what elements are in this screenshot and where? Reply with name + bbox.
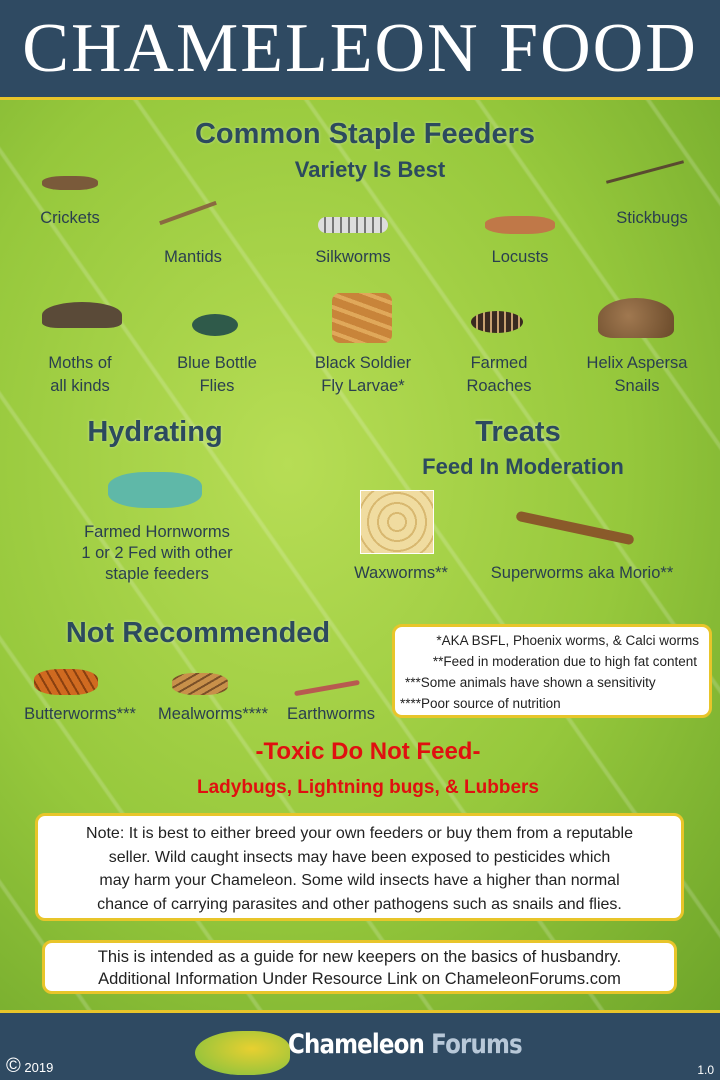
label-earthworms: Earthworms: [286, 705, 376, 723]
toxic-list: Ladybugs, Lightning bugs, & Lubbers: [197, 777, 539, 798]
hydrating-heading: Hydrating: [87, 416, 223, 448]
label-roaches: Farmed Roaches: [466, 354, 532, 395]
not-recommended-heading: Not Recommended: [65, 617, 331, 649]
version: 1.0: [697, 1063, 714, 1077]
cricket-image: [42, 176, 98, 190]
moth-image: [42, 302, 122, 328]
blue-bottle-fly-image: [192, 314, 238, 336]
waxworm-image: [360, 490, 434, 554]
chameleon-logo-icon: [195, 1031, 290, 1075]
label-mealworms: Mealworms****: [157, 705, 269, 723]
footnote-4: ****Poor source of nutrition: [400, 696, 561, 711]
treats-heading: Treats: [475, 416, 561, 448]
staple-heading: Common Staple Feeders: [194, 118, 536, 150]
butterworm-image: [34, 669, 98, 695]
note-line: may harm your Chameleon. Some wild insec…: [99, 872, 620, 889]
bsfl-image: [332, 293, 392, 343]
label-butterworms: Butterworms***: [24, 705, 136, 723]
note-line: chance of carrying parasites and other p…: [97, 895, 622, 913]
label-mantids: Mantids: [164, 248, 222, 266]
label-bsfl: Black Soldier Fly Larvae*: [314, 354, 412, 395]
footer: © 2019 Chameleon Forums 1.0: [0, 1010, 720, 1080]
label-superworms: Superworms aka Morio**: [490, 564, 674, 582]
toxic-heading: -Toxic Do Not Feed-: [255, 738, 481, 765]
label-silkworms: Silkworms: [315, 248, 391, 266]
label-crickets: Crickets: [40, 209, 100, 227]
label-blue-bottle-flies: Blue Bottle Flies: [177, 354, 257, 395]
footnote-1: *AKA BSFL, Phoenix worms, & Calci worms: [436, 633, 699, 648]
logo-text: Chameleon Forums: [288, 1029, 523, 1060]
locust-image: [485, 216, 555, 234]
hornworm-image: [108, 472, 202, 508]
footnotes-box: *AKA BSFL, Phoenix worms, & Calci worms …: [392, 624, 712, 718]
roach-image: [471, 311, 523, 333]
mealworm-image: [172, 673, 228, 695]
note-box: Note: It is best to either breed your ow…: [35, 813, 684, 921]
silkworm-image: [318, 217, 388, 233]
snail-image: [598, 298, 674, 338]
guide-line: This is intended as a guide for new keep…: [97, 948, 622, 966]
treats-subheading: Feed In Moderation: [422, 454, 624, 479]
guide-box: This is intended as a guide for new keep…: [42, 940, 677, 994]
copyright: © 2019: [6, 1055, 54, 1077]
note-line: seller. Wild caught insects may have bee…: [108, 848, 611, 866]
footnote-3: ***Some animals have shown a sensitivity: [405, 675, 656, 690]
label-stickbugs: Stickbugs: [616, 209, 688, 227]
note-line: Note: It is best to either breed your ow…: [86, 825, 633, 842]
guide-line: Additional Information Under Resource Li…: [98, 970, 621, 988]
label-snails: Helix Aspersa Snails: [586, 354, 688, 395]
label-waxworms: Waxworms**: [354, 564, 448, 582]
label-moths: Moths of all kinds: [48, 354, 112, 395]
hydrating-text: Farmed Hornworms 1 or 2 Fed with other sta…: [81, 523, 233, 583]
header: Chameleon Food: [0, 0, 720, 100]
footnote-2: **Feed in moderation due to high fat con…: [432, 654, 697, 669]
label-locusts: Locusts: [491, 248, 549, 266]
page-title: Chameleon Food: [22, 9, 698, 87]
staple-subheading: Variety Is Best: [294, 157, 446, 182]
